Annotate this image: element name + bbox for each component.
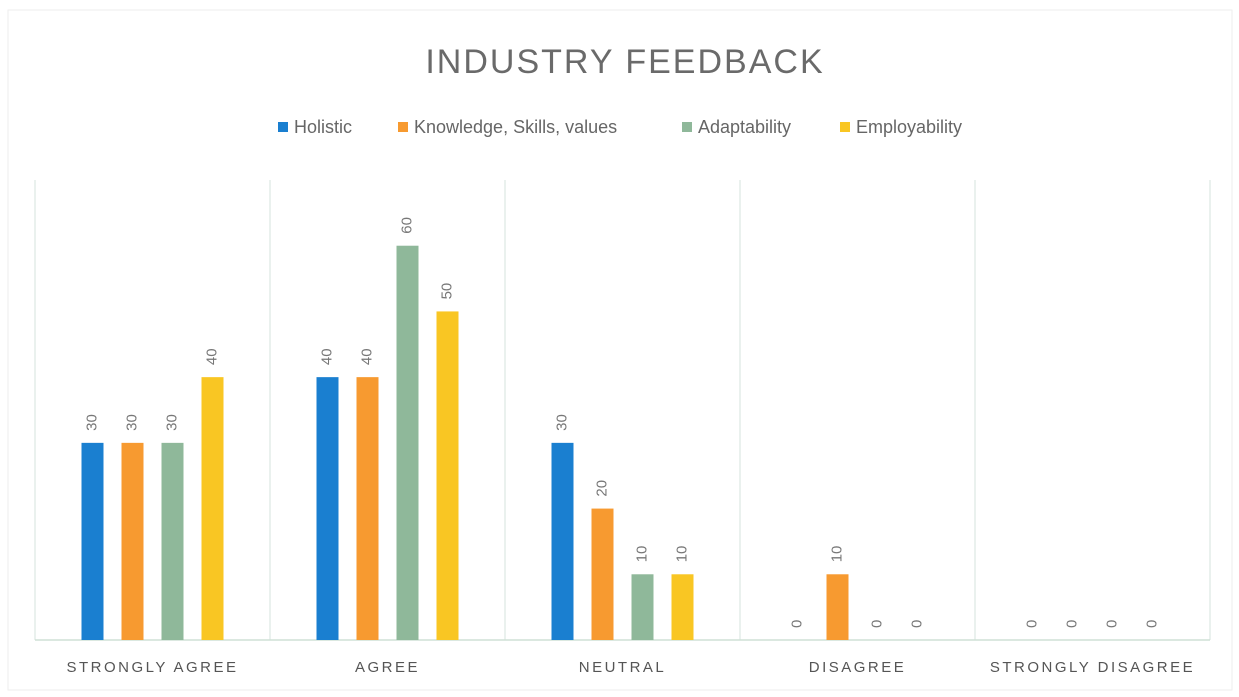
data-label: 40	[203, 348, 220, 365]
chart-title: INDUSTRY FEEDBACK	[425, 43, 824, 81]
data-label: 40	[318, 348, 335, 365]
data-label: 0	[1023, 620, 1040, 628]
bar	[591, 508, 614, 640]
data-label: 10	[828, 546, 845, 563]
data-label: 0	[788, 620, 805, 628]
data-label: 20	[593, 480, 610, 497]
legend-label: Knowledge, Skills, values	[414, 117, 617, 137]
legend-label: Adaptability	[698, 117, 791, 137]
data-label: 50	[438, 283, 455, 300]
data-label: 10	[673, 546, 690, 563]
bar	[436, 311, 459, 640]
data-label: 40	[358, 348, 375, 365]
data-label: 30	[553, 414, 570, 431]
bar	[396, 245, 419, 640]
x-tick-label: STRONGLY AGREE	[67, 659, 239, 676]
data-label: 60	[398, 217, 415, 234]
bar	[121, 442, 144, 640]
data-label: 30	[163, 414, 180, 431]
bar	[81, 442, 104, 640]
bar	[551, 442, 574, 640]
bar	[161, 442, 184, 640]
bar	[631, 574, 654, 640]
x-tick-label: DISAGREE	[809, 659, 907, 676]
data-label: 0	[868, 620, 885, 628]
x-tick-label: AGREE	[355, 659, 420, 676]
bar	[356, 377, 379, 640]
bar	[671, 574, 694, 640]
legend-swatch	[398, 122, 408, 132]
legend-label: Employability	[856, 117, 962, 137]
data-label: 0	[1143, 620, 1160, 628]
legend-label: Holistic	[294, 117, 352, 137]
data-label: 30	[123, 414, 140, 431]
data-label: 0	[908, 620, 925, 628]
legend-swatch	[278, 122, 288, 132]
bar	[201, 377, 224, 640]
legend-swatch	[682, 122, 692, 132]
x-tick-label: NEUTRAL	[579, 659, 667, 676]
chart-frame	[7, 9, 1233, 691]
bar	[826, 574, 849, 640]
legend-swatch	[840, 122, 850, 132]
bar	[316, 377, 339, 640]
data-label: 10	[633, 546, 650, 563]
data-label: 30	[83, 414, 100, 431]
data-label: 0	[1063, 620, 1080, 628]
x-tick-label: STRONGLY DISAGREE	[990, 659, 1195, 676]
data-label: 0	[1103, 620, 1120, 628]
